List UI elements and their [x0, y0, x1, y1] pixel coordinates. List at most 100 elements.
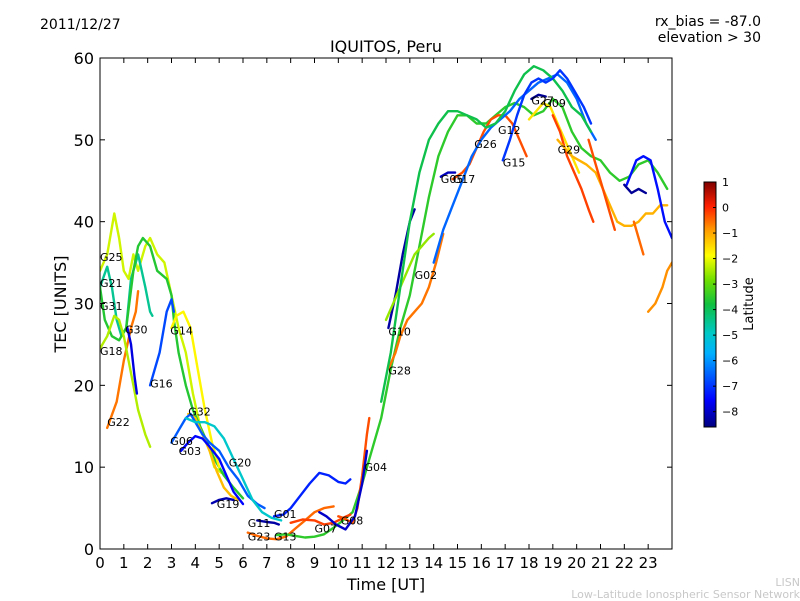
- series-label-g09: G09: [543, 97, 566, 110]
- series-label-g17: G17: [453, 173, 476, 186]
- series-label-g18: G18: [100, 345, 123, 358]
- series-label-g15: G15: [503, 157, 526, 170]
- x-tick-label-0: 0: [95, 554, 105, 572]
- x-axis-label: Time [UT]: [346, 575, 425, 594]
- x-tick-label-19: 19: [543, 554, 562, 572]
- colorbar-label: Latitude: [742, 277, 757, 331]
- series-line-g01: [272, 471, 352, 518]
- x-tick-label-4: 4: [191, 554, 201, 572]
- series-line-g13: [275, 97, 669, 539]
- y-tick-label-40: 40: [74, 213, 94, 232]
- series-label-g32: G32: [188, 406, 211, 419]
- y-tick-label-20: 20: [74, 376, 94, 395]
- colorbar-tick-label--5: −5: [722, 329, 738, 342]
- x-tick-label-7: 7: [262, 554, 272, 572]
- series-label-g22: G22: [107, 416, 130, 429]
- series-line-g20: [184, 416, 283, 522]
- series-line-g26: [432, 73, 597, 264]
- series-label-g12: G12: [498, 124, 521, 137]
- series-line-g35: [625, 154, 672, 240]
- series-label-g28: G28: [388, 365, 411, 378]
- colorbar: 1 0 −1 −2 −3 −4 −5 −6 −7 −8 Latitude: [703, 176, 757, 428]
- plot-frame: [99, 57, 673, 550]
- series-line-g30: [126, 326, 139, 395]
- series-line-g19: [210, 497, 235, 505]
- x-tick-label-20: 20: [567, 554, 586, 572]
- colorbar-tick-label--7: −7: [722, 380, 738, 393]
- series-line-g29: [551, 114, 595, 223]
- series-line-g02: [384, 232, 435, 322]
- series-label-g16: G16: [150, 378, 173, 391]
- series-label-g29: G29: [558, 144, 581, 157]
- series-layer: [100, 64, 672, 541]
- y-tick-label-10: 10: [74, 458, 94, 477]
- x-tick-label-2: 2: [143, 554, 153, 572]
- series-label-g31: G31: [100, 300, 123, 313]
- series-line-g16: [148, 298, 176, 387]
- x-tick-label-21: 21: [591, 554, 610, 572]
- series-line-g11: [256, 519, 280, 526]
- colorbar-tick-label--6: −6: [722, 355, 738, 368]
- x-tick-label-13: 13: [400, 554, 419, 572]
- series-label-g13: G13: [274, 531, 297, 544]
- colorbar-tick-label--8: −8: [722, 406, 738, 419]
- series-line-g27: [530, 93, 547, 101]
- series-line-g23: [246, 505, 335, 541]
- series-label-g01: G01: [274, 508, 297, 521]
- series-line-g22: [105, 290, 140, 430]
- x-tick-label-3: 3: [167, 554, 177, 572]
- series-line-g12: [380, 64, 593, 403]
- series-line-g15: [501, 69, 593, 162]
- x-tick-label-11: 11: [353, 554, 372, 572]
- x-tick-label-12: 12: [376, 554, 395, 572]
- x-tick-label-18: 18: [519, 554, 538, 572]
- series-label-g20: G20: [229, 456, 252, 469]
- series-label-g14: G14: [170, 325, 193, 338]
- series-line-g32: [186, 412, 240, 502]
- colorbar-tick-label--3: −3: [722, 278, 738, 291]
- series-line-g14: [170, 310, 221, 469]
- series-line-g05: [439, 171, 457, 178]
- x-tick-label-14: 14: [424, 554, 443, 572]
- series-label-g10: G10: [388, 325, 411, 338]
- colorbar-tick-label-1: 1: [722, 176, 729, 189]
- y-tick-label-50: 50: [74, 131, 94, 150]
- rx-bias-label: rx_bias = -87.0: [654, 14, 761, 30]
- series-label-g02: G02: [415, 269, 438, 282]
- colorbar-tick-label-0: 0: [722, 202, 729, 215]
- series-label-g30: G30: [125, 324, 148, 337]
- x-tick-label-17: 17: [496, 554, 515, 572]
- chart-title: IQUITOS, Peru: [330, 37, 442, 56]
- footer-network: Low-Latitude Ionospheric Sensor Network: [571, 588, 800, 601]
- x-tick-label-15: 15: [448, 554, 467, 572]
- elevation-label: elevation > 30: [657, 30, 761, 46]
- series-label-g19: G19: [217, 498, 240, 511]
- series-line-g36: [623, 183, 647, 195]
- colorbar-tick-label--2: −2: [722, 253, 738, 266]
- series-label-g06: G06: [170, 435, 193, 448]
- x-tick-label-16: 16: [472, 554, 491, 572]
- tick-layer: 0 1 2 3 4 5 6 7 8 9 10 11 12 13 14 15 16 17 18 19 20 21 22 2301…: [74, 49, 672, 572]
- y-tick-label-60: 60: [74, 49, 94, 68]
- colorbar-gradient: [703, 181, 717, 428]
- colorbar-tick-label--1: −1: [722, 227, 738, 240]
- series-label-g11: G11: [248, 517, 271, 530]
- series-label-g21: G21: [100, 277, 123, 290]
- series-label-g26: G26: [474, 138, 497, 151]
- y-tick-label-30: 30: [74, 295, 94, 314]
- x-tick-label-10: 10: [329, 554, 348, 572]
- x-tick-label-9: 9: [310, 554, 320, 572]
- y-axis-label: TEC [UNITS]: [51, 256, 70, 354]
- series-line-g18: [100, 314, 152, 448]
- x-tick-label-22: 22: [615, 554, 634, 572]
- date-label: 2011/12/27: [40, 17, 121, 33]
- series-line-g28: [387, 232, 445, 371]
- series-label-g05: G05: [441, 173, 464, 186]
- series-label-g04: G04: [365, 461, 388, 474]
- series-label-g25: G25: [100, 251, 123, 264]
- x-tick-label-23: 23: [639, 554, 658, 572]
- x-tick-label-5: 5: [214, 554, 224, 572]
- series-line-g38: [632, 220, 645, 256]
